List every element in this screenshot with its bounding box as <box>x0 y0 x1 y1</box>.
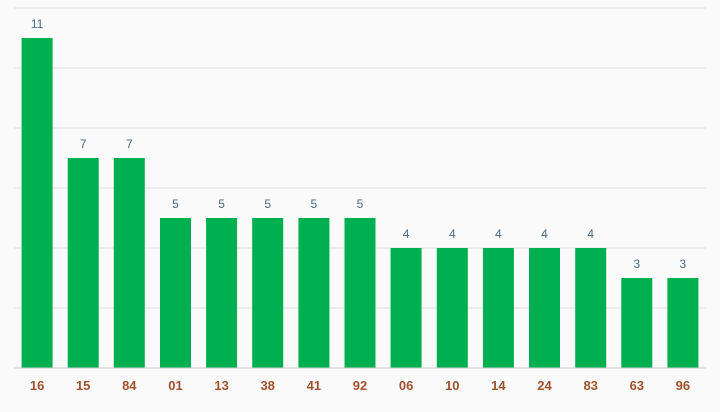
bars <box>21 38 699 368</box>
category-label-83: 83 <box>583 378 597 393</box>
category-label-15: 15 <box>76 378 90 393</box>
value-label-96: 3 <box>680 257 687 271</box>
bar-41 <box>298 218 330 368</box>
bar-84 <box>113 158 145 368</box>
category-label-13: 13 <box>214 378 228 393</box>
value-label-13: 5 <box>218 197 225 211</box>
category-label-84: 84 <box>122 378 137 393</box>
value-label-38: 5 <box>264 197 271 211</box>
value-label-24: 4 <box>541 227 548 241</box>
category-label-96: 96 <box>676 378 690 393</box>
bar-01 <box>160 218 191 368</box>
value-label-63: 3 <box>633 257 640 271</box>
bar-83 <box>575 248 607 368</box>
bar-16 <box>21 38 53 368</box>
value-label-84: 7 <box>126 137 133 151</box>
category-label-16: 16 <box>30 378 44 393</box>
bar-38 <box>252 218 284 368</box>
bar-24 <box>529 248 560 368</box>
value-label-83: 4 <box>587 227 594 241</box>
bar-96 <box>667 278 699 368</box>
category-label-63: 63 <box>630 378 644 393</box>
category-label-06: 06 <box>399 378 413 393</box>
category-label-38: 38 <box>260 378 274 393</box>
value-label-92: 5 <box>357 197 364 211</box>
value-label-10: 4 <box>449 227 456 241</box>
bar-15 <box>67 158 99 368</box>
category-label-10: 10 <box>445 378 459 393</box>
value-label-14: 4 <box>495 227 502 241</box>
value-label-16: 11 <box>31 17 44 31</box>
category-label-24: 24 <box>537 378 552 393</box>
bar-06 <box>390 248 422 368</box>
bar-92 <box>344 218 376 368</box>
value-label-41: 5 <box>311 197 318 211</box>
bar-14 <box>482 248 514 368</box>
bar-13 <box>206 218 238 368</box>
bar-10 <box>436 248 468 368</box>
category-label-14: 14 <box>491 378 506 393</box>
category-label-01: 01 <box>168 378 182 393</box>
category-label-41: 41 <box>307 378 321 393</box>
value-labels: 11 7 7 5 5 5 5 5 4 4 4 4 4 3 3 <box>31 17 687 271</box>
value-label-01: 5 <box>172 197 179 211</box>
category-labels: 16 15 84 01 13 38 41 92 06 10 14 24 83 63 96 <box>30 378 690 393</box>
bar-63 <box>621 278 653 368</box>
value-label-06: 4 <box>403 227 410 241</box>
value-label-15: 7 <box>80 137 87 151</box>
category-label-92: 92 <box>353 378 367 393</box>
